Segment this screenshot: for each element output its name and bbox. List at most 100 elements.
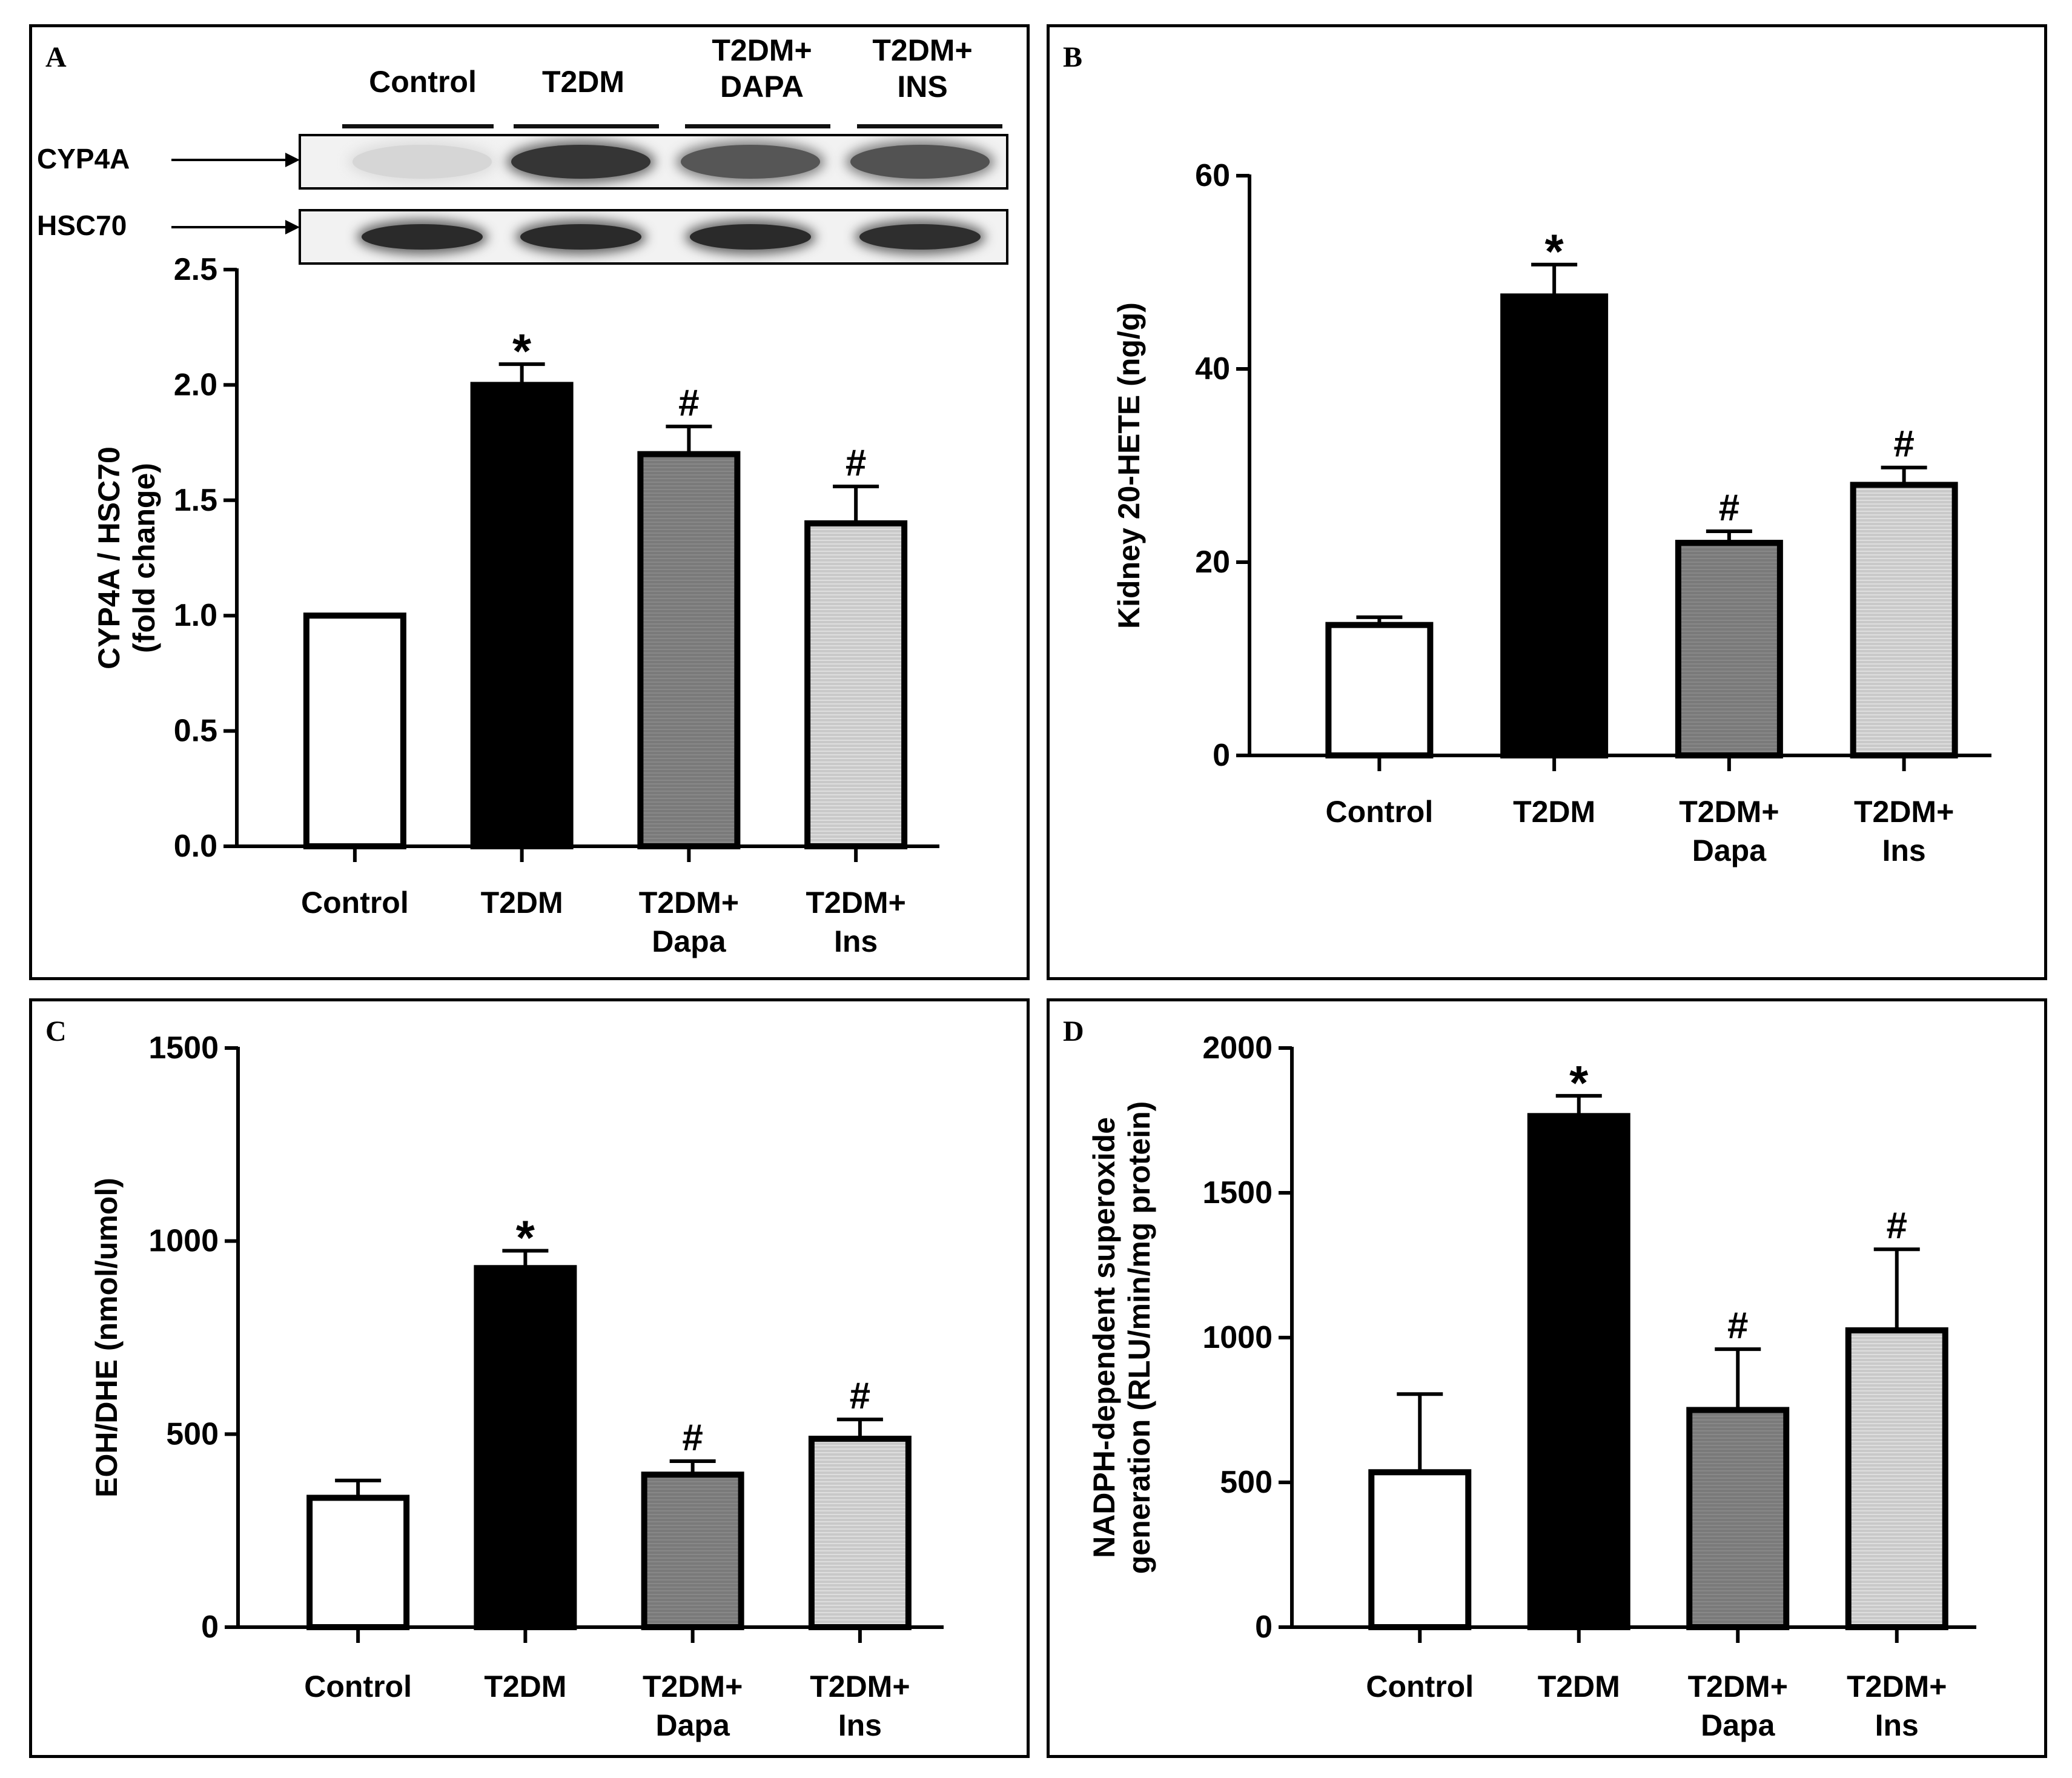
y-tick-label: 0.0 [174, 829, 217, 864]
blot-band [690, 224, 811, 250]
panel-a: A Control T2DM T2DM+ DAPA T2DM+ INS CYP4A … [29, 24, 1030, 980]
x-tick-label: T2DM [484, 1670, 566, 1703]
y-tick-label: 0.5 [174, 714, 217, 749]
y-axis-label-group: NADPH-dependent superoxide generation (RL… [1087, 1101, 1156, 1574]
x-tick-label: T2DM [1513, 795, 1595, 829]
significance-label: * [1545, 225, 1564, 279]
blot-header-control: Control [341, 64, 505, 100]
x-tick-label: T2DM [481, 886, 563, 920]
significance-label: # [1719, 487, 1739, 529]
bar [808, 1435, 912, 1630]
blot-label-cyp4a: CYP4A [37, 143, 130, 174]
y-axis-label-group: Kidney 20-HETE (ng/g) [1112, 302, 1146, 629]
x-tick-label: T2DM+ [643, 1670, 743, 1703]
lane-line-t2dm [514, 124, 659, 128]
x-tick-label: Ins [834, 924, 878, 958]
bar [1527, 1113, 1630, 1630]
blot-header-line: DAPA [720, 70, 804, 104]
y-tick-label: 1000 [1202, 1320, 1273, 1355]
chart-b: 0 20 40 60 Kidney 20-HETE (ng/g) Control T2DM *… [1112, 158, 1991, 867]
y-axis-label: NADPH-dependent superoxide [1087, 1117, 1121, 1558]
panel-d: D 0 500 1000 1500 2000 NADPH-dependent supero… [1047, 998, 2047, 1758]
y-tick-label: 60 [1195, 158, 1230, 193]
blot-header-line: Control [369, 65, 477, 99]
blot-header-t2dm-dapa: T2DM+ DAPA [680, 32, 844, 105]
x-tick-label: T2DM+ [806, 886, 905, 920]
arrow-cyp4a [171, 159, 286, 161]
bar [1500, 293, 1609, 758]
bar [306, 1494, 410, 1631]
significance-label: # [1893, 423, 1914, 465]
panel-b-letter: B [1063, 41, 1083, 73]
panel-c: C 0 500 1000 1500 EOH/DHE (nmol/umol) Control… [29, 998, 1030, 1758]
blot-band [850, 145, 990, 179]
bar [804, 520, 908, 849]
lane-line-t2dm-ins [857, 124, 1002, 128]
significance-label: # [850, 1375, 870, 1417]
panel-d-letter: D [1063, 1015, 1084, 1047]
chart-d: 0 500 1000 1500 2000 NADPH-dependent superoxi… [1087, 1030, 1976, 1742]
blot-band [859, 224, 981, 250]
x-tick-label: T2DM+ [1679, 795, 1779, 829]
arrow-head-cyp4a [285, 153, 300, 167]
x-tick-label: T2DM+ [639, 886, 739, 920]
blot-header-line: T2DM+ [872, 33, 973, 67]
significance-label: # [682, 1417, 703, 1459]
significance-label: * [1569, 1056, 1589, 1110]
bar [1368, 1469, 1472, 1631]
chart-c: 0 500 1000 1500 EOH/DHE (nmol/umol) Control T2… [90, 1030, 944, 1742]
y-tick-label: 500 [1220, 1465, 1273, 1500]
x-tick-label: Ins [838, 1708, 882, 1742]
y-tick-label: 0 [1213, 738, 1230, 773]
blot-header-t2dm: T2DM [511, 64, 656, 100]
bar [1675, 540, 1783, 758]
y-tick-label: 1000 [148, 1224, 219, 1259]
lane-line-control [342, 124, 494, 128]
x-tick-label: Control [1326, 795, 1434, 829]
x-tick-label: Ins [1882, 834, 1926, 867]
y-axis-label: generation (RLU/min/mg protein) [1122, 1101, 1156, 1574]
bar [641, 1471, 744, 1631]
blot-header-line: T2DM+ [712, 33, 812, 67]
y-axis-label: Kidney 20-HETE (ng/g) [1112, 302, 1146, 629]
arrow-hsc70 [171, 226, 286, 228]
lane-line-t2dm-dapa [685, 124, 830, 128]
x-tick-label: T2DM+ [1688, 1670, 1788, 1703]
y-tick-label: 2.5 [174, 252, 217, 287]
blot-header-t2dm-ins: T2DM+ INS [844, 32, 1001, 105]
bar [474, 1265, 577, 1630]
significance-label: # [1727, 1305, 1748, 1347]
panel-a-letter: A [45, 41, 67, 73]
panel-b: B 0 20 40 60 Kidney 20-HETE (ng/g) Control T2D… [1047, 24, 2047, 980]
y-axis-label: EOH/DHE (nmol/umol) [90, 1178, 124, 1498]
bar [1845, 1327, 1948, 1630]
blot-header-line: INS [897, 70, 948, 104]
blot-header-line: T2DM [541, 65, 625, 99]
significance-label: # [846, 442, 866, 484]
x-tick-label: T2DM+ [1847, 1670, 1947, 1703]
y-axis-label-group: CYP4A / HSC70 (fold change) [92, 446, 161, 669]
significance-label: * [512, 324, 532, 378]
y-tick-label: 0 [201, 1610, 219, 1645]
bar [1325, 622, 1434, 758]
y-tick-label: 0 [1255, 1610, 1273, 1645]
arrow-head-hsc70 [285, 220, 300, 234]
x-tick-label: Dapa [655, 1708, 730, 1742]
blot-band [362, 224, 483, 250]
bar [1686, 1407, 1790, 1630]
x-tick-label: Dapa [1692, 834, 1767, 867]
blot-strip-cyp4a [299, 134, 1008, 190]
x-tick-label: T2DM+ [810, 1670, 910, 1703]
y-tick-label: 1.5 [174, 483, 217, 518]
panel-c-letter: C [45, 1015, 67, 1047]
y-tick-label: 2.0 [174, 367, 217, 402]
bar [637, 451, 741, 849]
blot-band [681, 145, 820, 179]
bar [1850, 482, 1958, 759]
y-tick-label: 500 [166, 1416, 219, 1451]
y-tick-label: 40 [1195, 351, 1230, 386]
x-tick-label: Ins [1875, 1708, 1919, 1742]
x-tick-label: Dapa [652, 924, 726, 958]
x-tick-label: T2DM+ [1854, 795, 1954, 829]
blot-strip-hsc70 [299, 209, 1008, 265]
